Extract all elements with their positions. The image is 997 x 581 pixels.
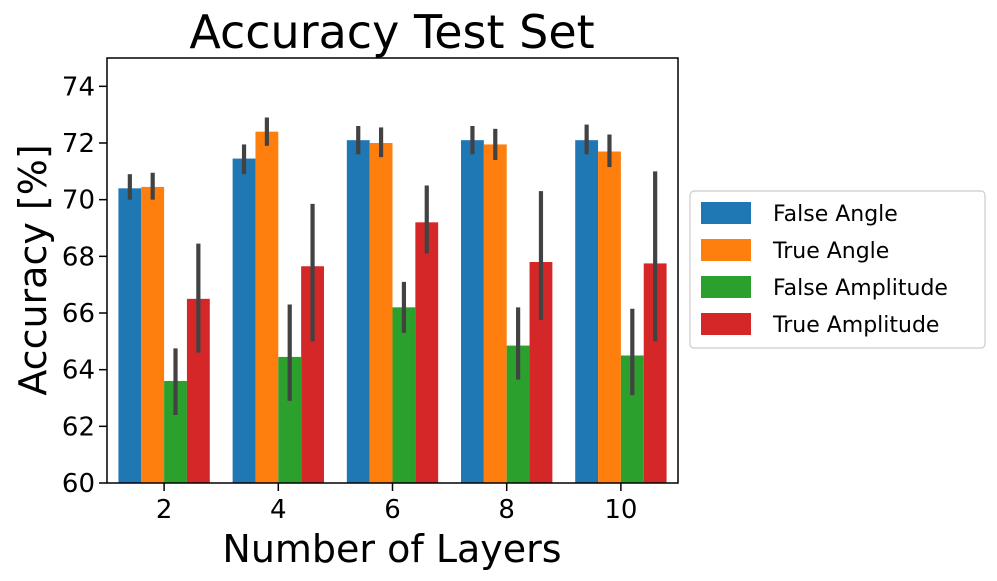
- legend-label: True Amplitude: [772, 313, 939, 338]
- y-tick-label: 70: [62, 186, 95, 216]
- legend-swatch: [701, 313, 751, 335]
- bar: [141, 186, 165, 484]
- bar: [186, 298, 210, 483]
- bar: [506, 345, 530, 483]
- legend-frame: [689, 190, 986, 349]
- bar: [643, 263, 667, 483]
- y-tick-label: 72: [62, 129, 95, 159]
- bar: [415, 222, 439, 483]
- y-tick-label: 62: [62, 412, 95, 442]
- chart-title: Accuracy Test Set: [189, 5, 594, 59]
- bar: [164, 381, 187, 483]
- y-tick-label: 60: [62, 469, 95, 499]
- legend-label: True Angle: [772, 239, 889, 264]
- bar: [301, 266, 324, 483]
- y-tick-label: 64: [62, 356, 95, 386]
- x-tick-label: 8: [498, 495, 515, 525]
- error-bar-group: [127, 117, 658, 415]
- x-axis-label: Number of Layers: [222, 527, 561, 571]
- legend-label: False Amplitude: [773, 276, 948, 301]
- bar: [278, 356, 302, 483]
- bar: [369, 143, 393, 483]
- y-tick-label: 66: [62, 299, 95, 329]
- bar: [620, 355, 644, 483]
- legend-label: False Angle: [773, 202, 898, 227]
- legend-swatch: [701, 202, 751, 224]
- bar-series-group: [118, 131, 667, 484]
- y-axis-label: Accuracy [%]: [11, 144, 55, 395]
- y-axis: 60 62 64 66 68 70 72 74: [62, 72, 107, 499]
- bar: [346, 140, 370, 484]
- bar: [483, 144, 507, 484]
- bar: [461, 140, 484, 484]
- bar: [255, 131, 279, 484]
- x-axis: 2 4 6 8 10: [156, 483, 637, 525]
- y-tick-label: 74: [62, 72, 95, 102]
- bar: [118, 188, 142, 483]
- legend-swatch: [701, 276, 751, 298]
- y-tick-label: 68: [62, 242, 95, 272]
- legend-swatch: [701, 239, 751, 261]
- legend: False Angle True Angle False Amplitude True…: [689, 190, 986, 349]
- bar: [575, 140, 599, 484]
- x-tick-label: 6: [384, 495, 401, 525]
- bar: [598, 151, 621, 483]
- bar: [529, 262, 553, 483]
- bar: [232, 158, 256, 483]
- bar: [392, 307, 416, 483]
- x-tick-label: 2: [156, 495, 173, 525]
- x-tick-label: 10: [604, 495, 637, 525]
- x-tick-label: 4: [270, 495, 287, 525]
